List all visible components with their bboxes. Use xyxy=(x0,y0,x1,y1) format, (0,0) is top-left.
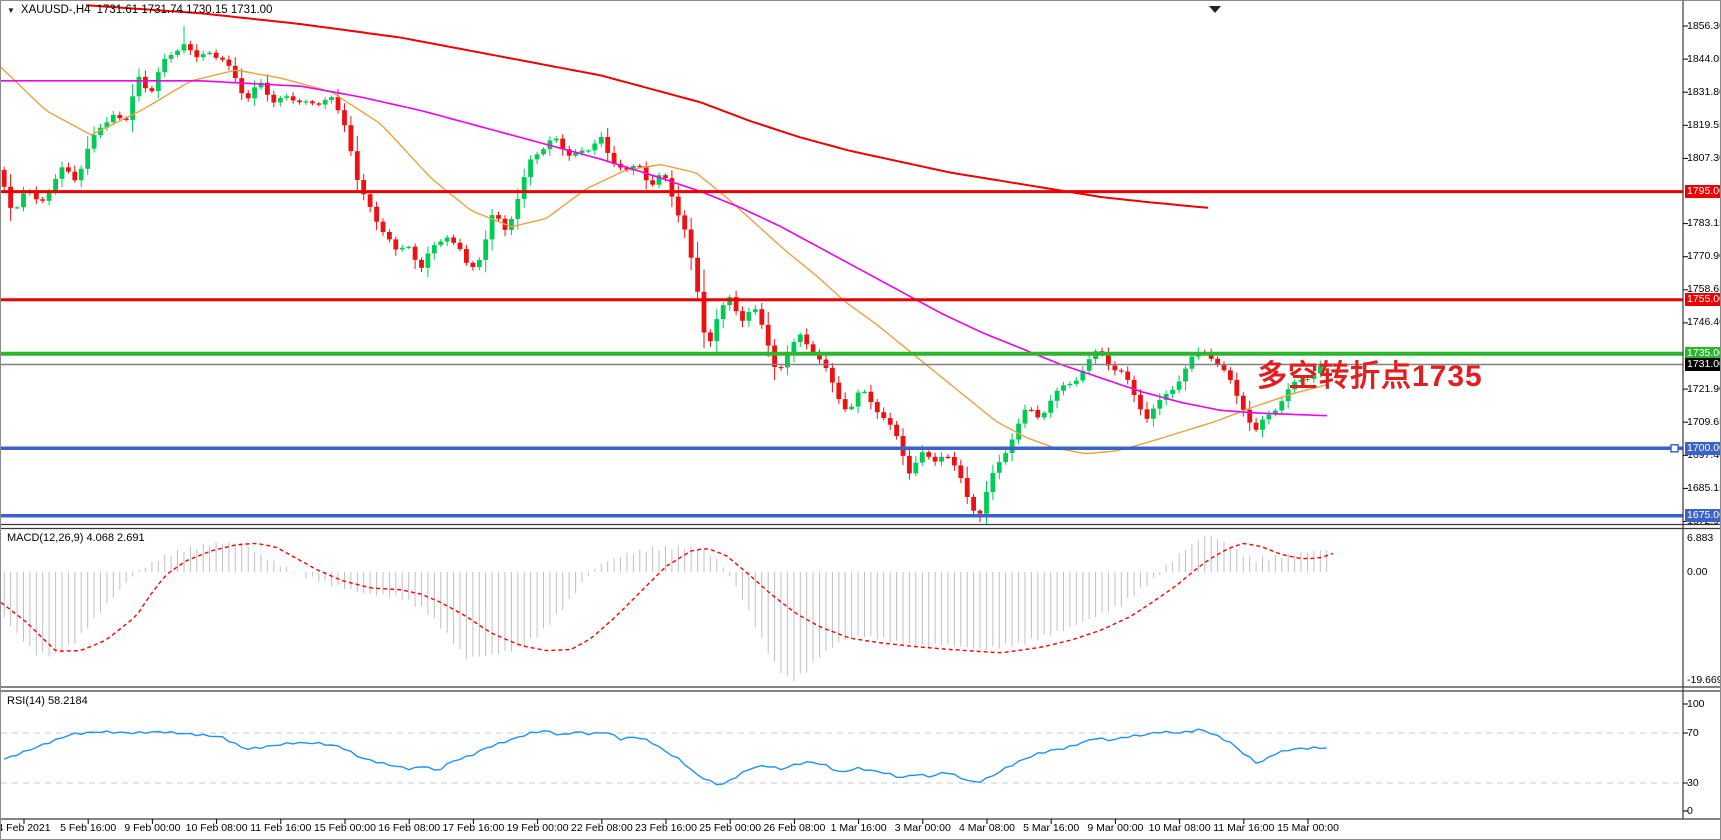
time-axis-label: 10 Mar 08:00 xyxy=(1148,822,1211,834)
chevron-down-icon[interactable]: ▼ xyxy=(7,5,15,15)
macd-histogram xyxy=(3,535,1328,682)
price-axis-label: 1721.90 xyxy=(1687,382,1720,395)
time-axis-label: 15 Mar 00:00 xyxy=(1277,822,1339,834)
rsi-line xyxy=(3,728,1327,786)
ma-fast-orange xyxy=(1,66,1328,455)
time-axis-label: 16 Feb 08:00 xyxy=(378,822,441,834)
time-axis-label: 3 Mar 00:00 xyxy=(894,822,951,834)
ohlc-quote-readout: 1731.61 1731.74 1730.15 1731.00 xyxy=(96,4,273,16)
time-axis-label: 10 Feb 08:00 xyxy=(185,822,248,834)
candlestick-series xyxy=(1,26,1330,526)
price-axis-label: 1770.90 xyxy=(1687,250,1720,263)
price-axis-label: 1746.40 xyxy=(1687,316,1720,329)
time-axis-label: 5 Mar 16:00 xyxy=(1023,822,1080,834)
time-axis-label: 22 Feb 08:00 xyxy=(570,822,633,834)
time-axis-label: 11 Mar 16:00 xyxy=(1213,822,1275,834)
price-badge-1700.00: 1700.00 xyxy=(1685,441,1720,455)
price-axis-label: 1831.80 xyxy=(1687,85,1720,98)
chart-text-annotation[interactable]: 多空转折点1735 xyxy=(1257,360,1483,393)
ma-mid-magenta xyxy=(1,80,1328,417)
price-axis-label: 1783.15 xyxy=(1687,217,1720,230)
price-axis-label: 1758.65 xyxy=(1687,283,1720,296)
rsi-scale-label: 0 xyxy=(1687,804,1693,817)
time-axis-label: 17 Feb 16:00 xyxy=(442,822,505,834)
macd-scale-label: 0.00 xyxy=(1687,565,1708,578)
price-axis-label: 1844.05 xyxy=(1687,52,1720,65)
time-axis-label: 19 Feb 00:00 xyxy=(506,822,569,834)
time-axis-label: 15 Feb 00:00 xyxy=(314,822,376,834)
price-axis-label: 1807.30 xyxy=(1687,151,1720,164)
chart-header: ▼ XAUUSD-,H4 1731.61 1731.74 1730.15 173… xyxy=(7,4,272,16)
price-axis-label: 1709.65 xyxy=(1687,415,1720,428)
macd-scale-label: 6.883 xyxy=(1687,531,1714,544)
rsi-scale-label: 30 xyxy=(1687,776,1699,789)
price-badge-1731.00: 1731.00 xyxy=(1685,358,1720,371)
rsi-scale-label: 70 xyxy=(1687,726,1699,739)
price-badge-1795.00: 1795.00 xyxy=(1685,185,1720,199)
price-axis-label: 1819.55 xyxy=(1687,118,1720,131)
time-axis-label: 25 Feb 00:00 xyxy=(699,822,762,834)
time-axis-label: 9 Mar 00:00 xyxy=(1087,822,1144,834)
ma-slow-red xyxy=(85,4,1209,209)
time-axis-label: 9 Feb 00:00 xyxy=(124,822,181,834)
price-axis-label: 1685.15 xyxy=(1687,481,1720,494)
line-drag-handle[interactable] xyxy=(1670,444,1679,453)
price-badge-1735.00: 1735.00 xyxy=(1685,347,1720,361)
rsi-scale-label: 100 xyxy=(1687,697,1705,710)
chart-shift-marker-icon[interactable] xyxy=(1209,6,1221,13)
macd-indicator-label: MACD(12,26,9) 4.068 2.691 xyxy=(7,532,145,544)
price-badge-1755.00: 1755.00 xyxy=(1685,293,1720,307)
time-axis-label: 1 Mar 16:00 xyxy=(830,822,887,834)
time-axis-label: 11 Feb 16:00 xyxy=(250,822,312,834)
macd-scale-label: -19.669 xyxy=(1687,674,1721,687)
time-axis-label: 26 Feb 08:00 xyxy=(763,822,826,834)
time-axis-label: 23 Feb 16:00 xyxy=(635,822,697,834)
time-axis-label: 4 Mar 08:00 xyxy=(958,822,1016,834)
price-axis-label: 1856.30 xyxy=(1687,19,1720,32)
macd-signal-line xyxy=(1,542,1334,654)
time-axis-label: 4 Feb 2021 xyxy=(0,822,51,834)
symbol-timeframe-label: XAUUSD-,H4 xyxy=(20,4,91,16)
price-badge-1675.00: 1675.00 xyxy=(1685,509,1720,523)
rsi-indicator-label: RSI(14) 58.2184 xyxy=(7,695,88,707)
time-axis-label: 5 Feb 16:00 xyxy=(60,822,117,834)
